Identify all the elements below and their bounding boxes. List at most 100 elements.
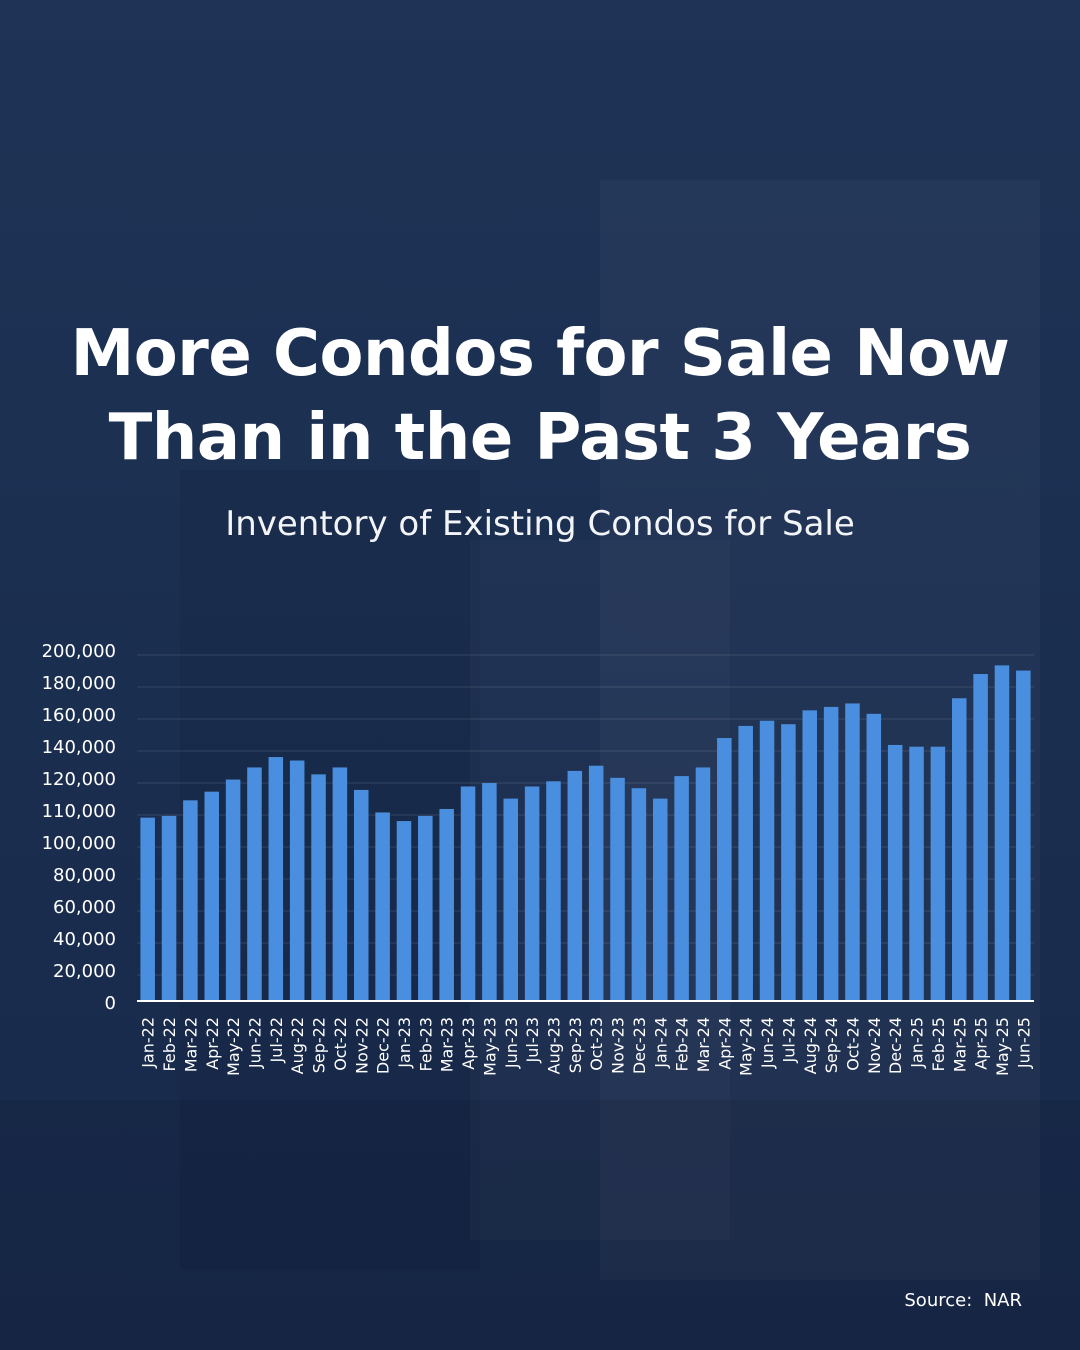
title-line-1: More Condos for Sale Now (70, 317, 1010, 391)
x-tick-label: Jun-23 (502, 1017, 521, 1069)
x-tick-label: Aug-23 (544, 1017, 563, 1074)
bar (930, 746, 946, 1001)
x-tick-label: Sep-23 (566, 1017, 585, 1073)
x-tick-label: Jun-22 (245, 1017, 264, 1069)
bar (652, 798, 668, 1001)
y-tick-label: 40,000 (53, 929, 116, 950)
x-tick-label: Nov-23 (609, 1017, 628, 1074)
x-tick-label: Aug-22 (288, 1017, 307, 1074)
x-tick-label: Jan-24 (651, 1017, 670, 1069)
x-tick-label: May-22 (224, 1017, 243, 1076)
x-tick-label: Oct-23 (587, 1017, 606, 1071)
bar (973, 674, 988, 1001)
x-tick-label: Apr-25 (972, 1017, 991, 1070)
y-tick-label: 80,000 (53, 865, 116, 886)
x-tick-label: Apr-22 (203, 1017, 222, 1070)
y-tick-label: 180,000 (42, 673, 116, 694)
y-tick-label: 110,000 (42, 801, 116, 822)
x-tick-label: Jul-22 (267, 1017, 286, 1063)
bar (546, 781, 561, 1001)
x-tick-label: Mar-23 (438, 1017, 457, 1072)
x-tick-label: May-24 (737, 1017, 756, 1076)
bar (524, 786, 540, 1001)
bar (738, 725, 753, 1001)
x-tick-label: Jan-22 (139, 1017, 158, 1069)
bar (183, 800, 198, 1001)
background-shadow (0, 1100, 1080, 1350)
bar (802, 710, 818, 1001)
bar (439, 808, 454, 1001)
x-tick-label: Dec-24 (886, 1017, 905, 1074)
y-tick-label: 20,000 (53, 961, 116, 982)
bar (717, 738, 732, 1001)
y-tick-label: 120,000 (42, 769, 116, 790)
bar (247, 767, 262, 1001)
bar (161, 815, 177, 1001)
x-tick-label: Jul-24 (779, 1017, 798, 1063)
x-tick-label: Feb-23 (416, 1017, 435, 1071)
bar (375, 812, 390, 1001)
bar (631, 788, 647, 1001)
bar (887, 744, 903, 1001)
bar (674, 776, 689, 1001)
x-tick-label: Jun-24 (758, 1017, 777, 1069)
bar (823, 706, 839, 1001)
bar (460, 786, 476, 1001)
y-tick-label: 200,000 (42, 641, 116, 662)
bar (225, 779, 241, 1001)
bar (781, 724, 796, 1001)
bar (909, 746, 924, 1001)
y-tick-label: 100,000 (42, 833, 116, 854)
chart-subtitle: Inventory of Existing Condos for Sale (225, 504, 855, 544)
x-tick-label: Aug-24 (801, 1017, 820, 1074)
source-note: Source: NAR (904, 1290, 1022, 1311)
bar (994, 665, 1010, 1001)
bar (866, 713, 882, 1001)
x-tick-label: Mar-25 (950, 1017, 969, 1072)
x-tick-label: Apr-24 (715, 1017, 734, 1070)
x-tick-label: Jul-23 (523, 1017, 542, 1063)
y-tick-label: 160,000 (42, 705, 116, 726)
bar (695, 767, 711, 1001)
x-tick-label: Apr-23 (459, 1017, 478, 1070)
bar (289, 760, 305, 1001)
bar (332, 767, 348, 1001)
x-tick-label: Jun-25 (1014, 1017, 1033, 1069)
x-tick-label: Dec-22 (374, 1017, 393, 1074)
x-tick-label: Jan-25 (908, 1017, 927, 1069)
bar (311, 774, 326, 1001)
x-tick-label: May-23 (480, 1017, 499, 1076)
bar (418, 815, 433, 1001)
y-tick-label: 140,000 (42, 737, 116, 758)
x-tick-label: Jan-23 (395, 1017, 414, 1069)
page-title: More Condos for Sale Now Than in the Pas… (0, 312, 1080, 480)
bar (588, 765, 604, 1001)
x-tick-label: Feb-24 (673, 1017, 692, 1071)
y-tick-label: 60,000 (53, 897, 116, 918)
bar (845, 703, 860, 1001)
bar (396, 821, 412, 1001)
bar (610, 777, 625, 1001)
x-tick-label: Oct-24 (843, 1017, 862, 1071)
x-tick-label: May-25 (993, 1017, 1012, 1076)
bar (268, 757, 284, 1001)
x-tick-label: Feb-25 (929, 1017, 948, 1071)
x-tick-label: Dec-23 (630, 1017, 649, 1074)
bar (204, 791, 220, 1001)
bar (503, 798, 519, 1001)
x-tick-label: Oct-22 (331, 1017, 350, 1071)
x-tick-label: Nov-24 (865, 1017, 884, 1074)
bar (759, 720, 775, 1001)
x-tick-label: Mar-24 (694, 1017, 713, 1072)
x-tick-label: Nov-22 (352, 1017, 371, 1074)
bar (353, 789, 369, 1001)
x-tick-label: Feb-22 (160, 1017, 179, 1071)
bar (482, 783, 497, 1001)
bar (1016, 670, 1031, 1001)
bar (951, 698, 967, 1001)
x-tick-label: Mar-22 (181, 1017, 200, 1072)
title-line-2: Than in the Past 3 Years (108, 401, 972, 475)
bar (567, 770, 583, 1001)
